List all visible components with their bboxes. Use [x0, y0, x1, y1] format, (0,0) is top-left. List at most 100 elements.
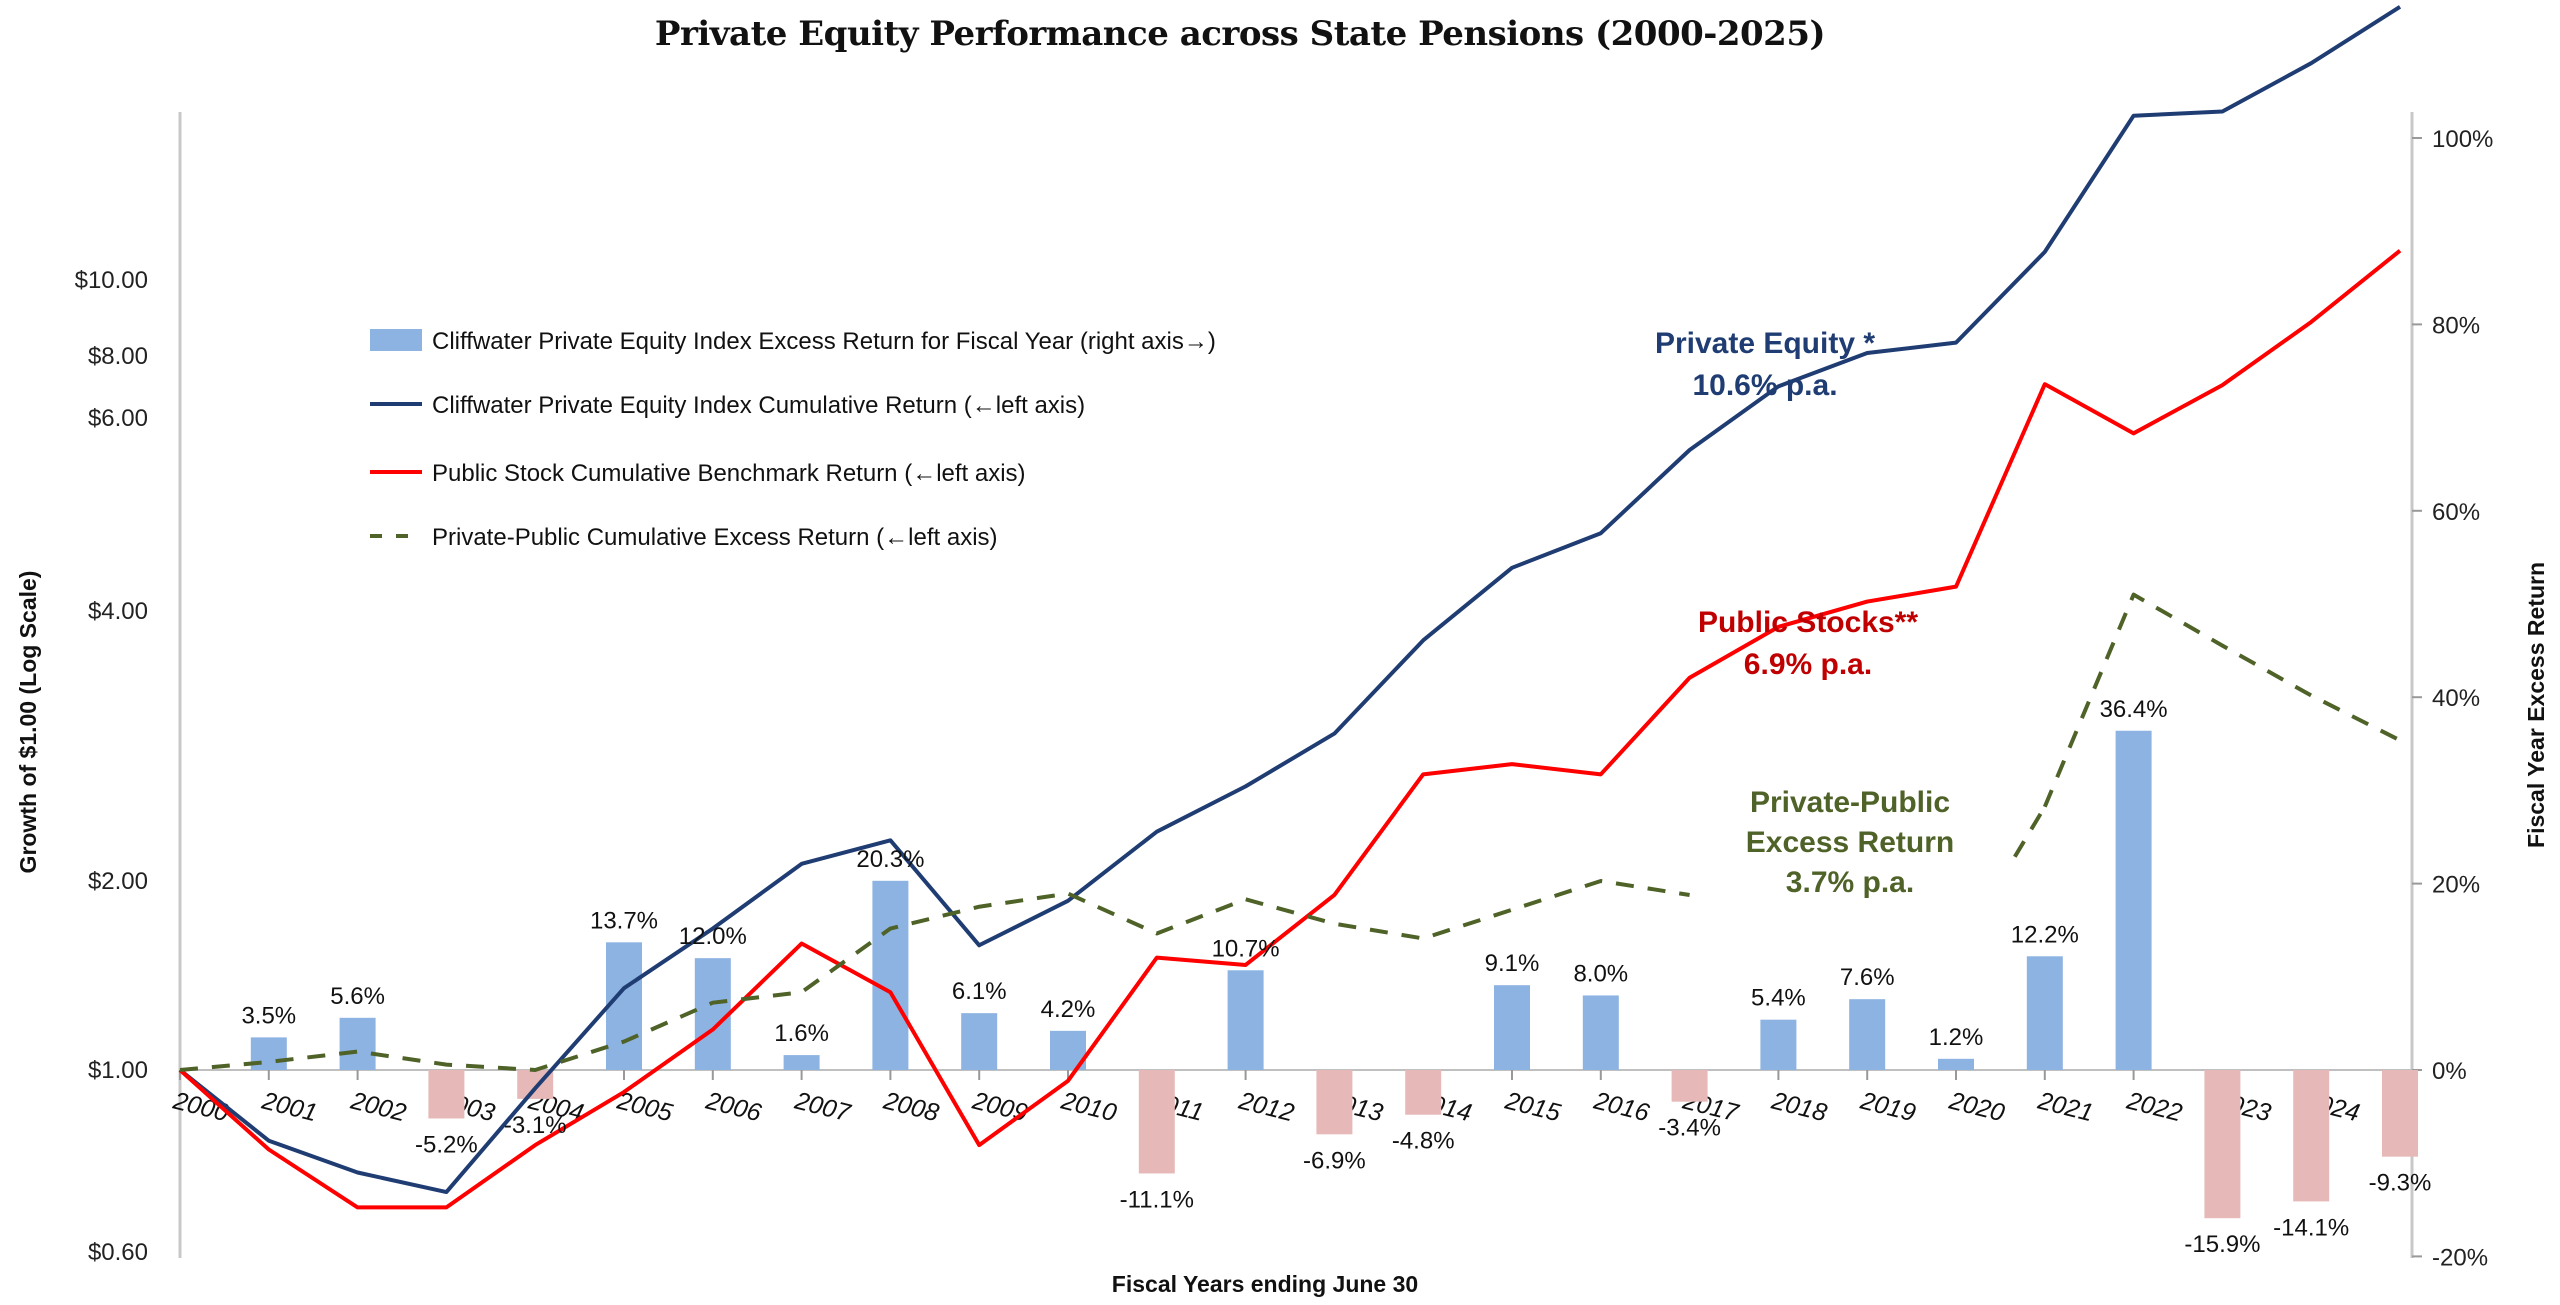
legend-swatch-box [370, 329, 422, 351]
bar-data-label: -15.9% [2184, 1231, 2260, 1258]
y-axis-right-title: Fiscal Year Excess Return [2523, 562, 2549, 848]
x-tick-label: 2007 [791, 1086, 854, 1127]
legend-label: Private-Public Cumulative Excess Return … [432, 524, 998, 551]
annotation-public: Public Stocks** [1698, 606, 1918, 639]
bar-data-label: -3.1% [504, 1112, 567, 1139]
bar-excess-return [2382, 1070, 2418, 1157]
bar-excess-return [1227, 970, 1264, 1070]
lines-layer [178, 5, 2402, 1210]
y-left-tick-label: $0.60 [88, 1239, 148, 1266]
series-line-excess-return-fragment [2013, 805, 2047, 858]
x-tick-label: 2019 [1857, 1086, 1919, 1127]
annotation-excess: 3.7% p.a. [1786, 866, 1914, 899]
bar-data-label: -5.2% [415, 1131, 478, 1158]
bar-data-label: 5.6% [330, 983, 385, 1010]
bar-excess-return [1582, 995, 1619, 1070]
bar-data-label: 9.1% [1485, 950, 1540, 977]
series-line-public-stocks [178, 249, 2402, 1210]
bar-data-label: 3.5% [241, 1002, 296, 1029]
x-tick-label: 2016 [1590, 1086, 1652, 1127]
bar-data-label: 5.4% [1751, 985, 1806, 1012]
bar-data-label: 10.7% [1212, 935, 1280, 962]
x-tick-label: 2009 [969, 1086, 1031, 1127]
bar-data-label: 12.0% [679, 923, 747, 950]
legend-item: Cliffwater Private Equity Index Cumulati… [370, 392, 1085, 419]
bar-excess-return [1938, 1058, 1974, 1070]
y-axis-left-title: Growth of $1.00 (Log Scale) [15, 571, 41, 874]
y-right-tick-label: 20% [2432, 872, 2480, 899]
legend-item: Private-Public Cumulative Excess Return … [370, 524, 998, 551]
legend-item: Cliffwater Private Equity Index Excess R… [370, 328, 1216, 355]
bar-excess-return [1405, 1070, 1442, 1115]
bar-data-label: -9.3% [2369, 1170, 2432, 1197]
annotations-layer: Private Equity * 10.6% p.a. Public Stocks*… [1655, 327, 1954, 899]
bar-data-label: 4.2% [1041, 996, 1096, 1023]
bar-data-label: -3.4% [1658, 1115, 1721, 1142]
legend-item: Public Stock Cumulative Benchmark Return… [370, 460, 1026, 487]
bar-excess-return [2204, 1070, 2241, 1219]
bar-data-label: -11.1% [1120, 1186, 1194, 1213]
bar-excess-return [339, 1017, 376, 1070]
x-tick-label: 2006 [702, 1086, 764, 1127]
y-left-tick-label: $1.00 [88, 1057, 148, 1084]
y-right-tick-label: 80% [2432, 312, 2480, 339]
bar-excess-return [2026, 956, 2063, 1070]
annotation-pe: 10.6% p.a. [1692, 369, 1837, 402]
bar-excess-return [1849, 999, 1886, 1070]
bar-excess-return [694, 958, 731, 1070]
chart-title: Private Equity Performance across State … [654, 14, 1826, 54]
x-tick-label: 2008 [880, 1086, 942, 1127]
x-tick-label: 2015 [1502, 1086, 1564, 1127]
bar-excess-return [2115, 730, 2152, 1070]
series-line-excess-return [179, 879, 1690, 1072]
bar-data-label: 7.6% [1840, 964, 1895, 991]
bar-excess-return [961, 1013, 998, 1070]
y-right-tick-label: 40% [2432, 685, 2480, 712]
legend-label: Cliffwater Private Equity Index Excess R… [432, 328, 1216, 355]
y-left-tick-label: $6.00 [88, 405, 148, 432]
x-tick-label: 2022 [2123, 1086, 2185, 1127]
bar-data-label: -6.9% [1303, 1147, 1366, 1174]
bar-data-label: 13.7% [590, 907, 658, 934]
bar-data-label: -14.1% [2273, 1214, 2349, 1241]
bar-excess-return [1760, 1019, 1797, 1070]
y-right-tick-label: -20% [2432, 1244, 2488, 1271]
bar-excess-return [783, 1055, 820, 1070]
bar-data-label: 8.0% [1573, 960, 1628, 987]
bar-excess-return [250, 1037, 287, 1070]
labels-layer: 3.5% 5.6% -5.2% -3.1% 13.7% 12.0% 1.6% 20.3% 6.1… [241, 696, 2431, 1258]
y-right-tick-label: 60% [2432, 499, 2480, 526]
bar-excess-return [1494, 985, 1530, 1070]
y-left-tick-label: $4.00 [88, 598, 148, 625]
annotation-public: 6.9% p.a. [1744, 648, 1872, 681]
bar-data-label: 1.6% [774, 1020, 829, 1047]
x-tick-label: 2018 [1768, 1086, 1830, 1127]
bar-excess-return [1671, 1070, 1708, 1102]
bar-data-label: 36.4% [2100, 696, 2168, 723]
bar-excess-return [872, 880, 909, 1070]
bar-excess-return [1138, 1070, 1175, 1174]
bar-data-label: 20.3% [856, 846, 924, 873]
x-tick-label: 2002 [347, 1086, 409, 1127]
y-left-tick-label: $8.00 [88, 343, 148, 370]
y-left-tick-label: $2.00 [88, 868, 148, 895]
x-tick-label: 2012 [1235, 1086, 1297, 1127]
legend-label: Cliffwater Private Equity Index Cumulati… [432, 392, 1085, 419]
x-tick-label: 2021 [2034, 1086, 2096, 1127]
x-tick-label: 2010 [1058, 1086, 1120, 1127]
y-right-tick-label: 100% [2432, 126, 2493, 153]
annotation-pe: Private Equity * [1655, 327, 1875, 360]
x-axis-title: Fiscal Years ending June 30 [1112, 1271, 1418, 1297]
bar-data-label: 6.1% [952, 978, 1007, 1005]
bar-excess-return [606, 942, 642, 1070]
x-tick-label: 2020 [1946, 1086, 2008, 1127]
annotation-excess: Excess Return [1746, 826, 1954, 859]
annotation-excess: Private-Public [1750, 786, 1950, 819]
legend-label: Public Stock Cumulative Benchmark Return… [432, 460, 1026, 487]
bar-excess-return [2293, 1070, 2330, 1202]
series-line-excess-return [2042, 592, 2401, 808]
series-line-private-equity [178, 5, 2402, 1195]
bar-data-label: -4.8% [1392, 1128, 1455, 1155]
legend: Cliffwater Private Equity Index Excess R… [370, 328, 1216, 551]
